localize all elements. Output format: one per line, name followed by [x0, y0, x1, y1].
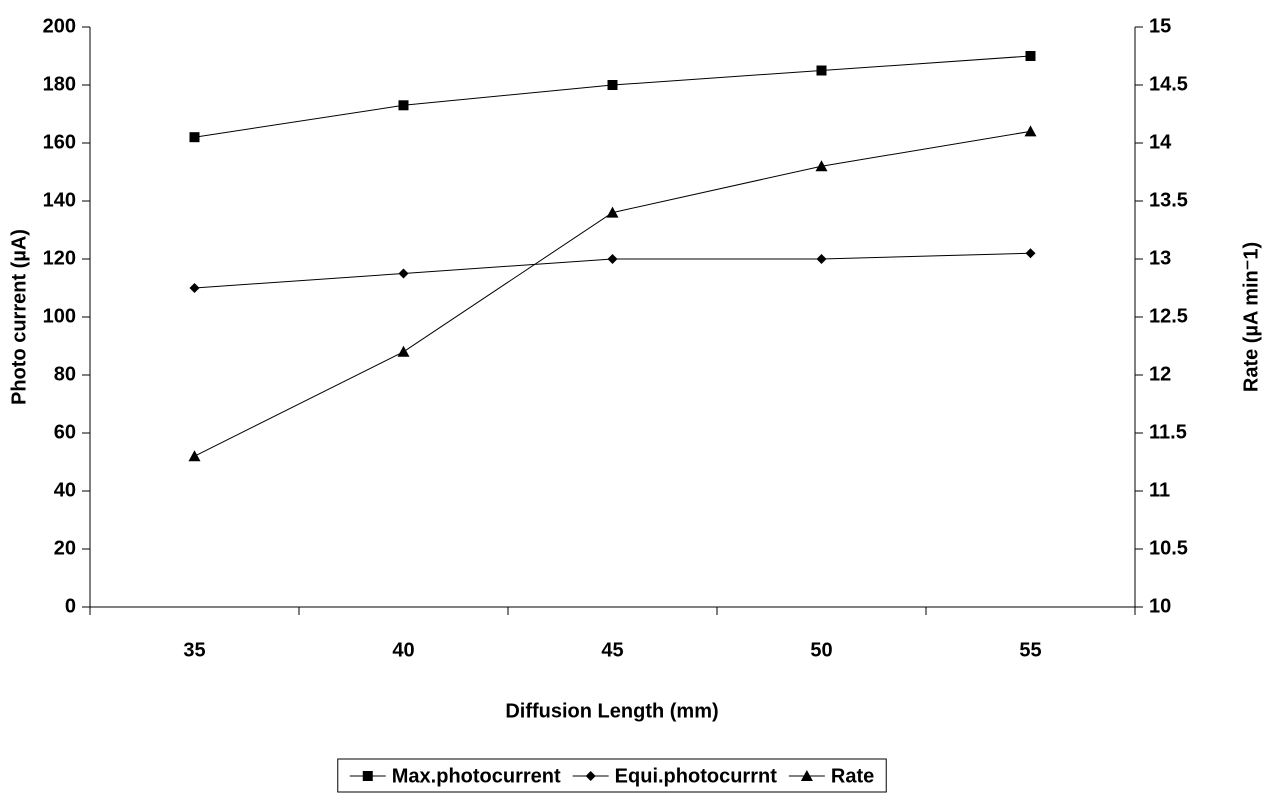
y2-tick-label: 11 — [1149, 479, 1170, 501]
x-tick-label: 40 — [392, 639, 414, 661]
marker — [188, 450, 201, 462]
y-tick-label: 180 — [43, 73, 76, 95]
y2-axis-title: Rate (µA min⁻1) — [1240, 242, 1262, 392]
x-tick-label: 55 — [1019, 639, 1041, 661]
marker — [816, 65, 827, 76]
series-line — [194, 55, 1031, 138]
x-tick-label: 45 — [601, 639, 623, 661]
x-axis-title: Diffusion Length (mm) — [505, 700, 718, 722]
legend-label: Equi.photocurrnt — [615, 765, 778, 787]
y2-tick-label: 11.5 — [1149, 421, 1187, 443]
marker — [1025, 248, 1036, 259]
marker — [816, 254, 827, 264]
y2-tick-label: 10.5 — [1149, 537, 1188, 559]
y2-tick-label: 13 — [1149, 247, 1171, 269]
x-tick-label: 50 — [810, 639, 832, 661]
y-tick-label: 160 — [43, 131, 76, 153]
y2-tick-label: 15 — [1149, 15, 1171, 37]
y-tick-label: 40 — [54, 479, 76, 501]
y-tick-label: 120 — [43, 247, 76, 269]
marker — [1025, 51, 1036, 61]
y2-tick-label: 12.5 — [1149, 305, 1188, 327]
legend-marker — [800, 770, 813, 781]
marker — [815, 160, 828, 172]
legend-marker — [585, 771, 596, 781]
y2-tick-label: 12 — [1149, 363, 1171, 385]
marker — [607, 254, 618, 264]
y2-tick-label: 14 — [1149, 131, 1172, 153]
y-tick-label: 100 — [43, 305, 76, 327]
legend-label: Rate — [831, 765, 874, 787]
y-tick-label: 200 — [43, 15, 76, 37]
y-tick-label: 20 — [54, 537, 76, 559]
marker — [397, 345, 410, 357]
marker — [607, 80, 618, 90]
marker — [398, 268, 409, 279]
x-tick-label: 35 — [183, 639, 205, 661]
legend-marker — [362, 771, 373, 781]
y2-tick-label: 14.5 — [1149, 73, 1188, 95]
marker — [606, 206, 619, 218]
y2-tick-label: 10 — [1149, 595, 1171, 617]
y2-tick-label: 13.5 — [1149, 189, 1188, 211]
series-line — [194, 130, 1031, 457]
y-tick-label: 60 — [54, 421, 76, 443]
marker — [189, 283, 200, 293]
legend-label: Max.photocurrent — [392, 765, 561, 787]
legend: Max.photocurrent Equi.photocurrnt Rate — [337, 758, 887, 793]
y-axis-title: Photo current (µA) — [8, 229, 30, 405]
y-tick-label: 140 — [43, 189, 76, 211]
marker — [189, 132, 200, 143]
y-tick-label: 80 — [54, 363, 76, 385]
marker — [1024, 125, 1037, 137]
marker — [398, 100, 409, 111]
y-tick-label: 0 — [65, 595, 76, 617]
